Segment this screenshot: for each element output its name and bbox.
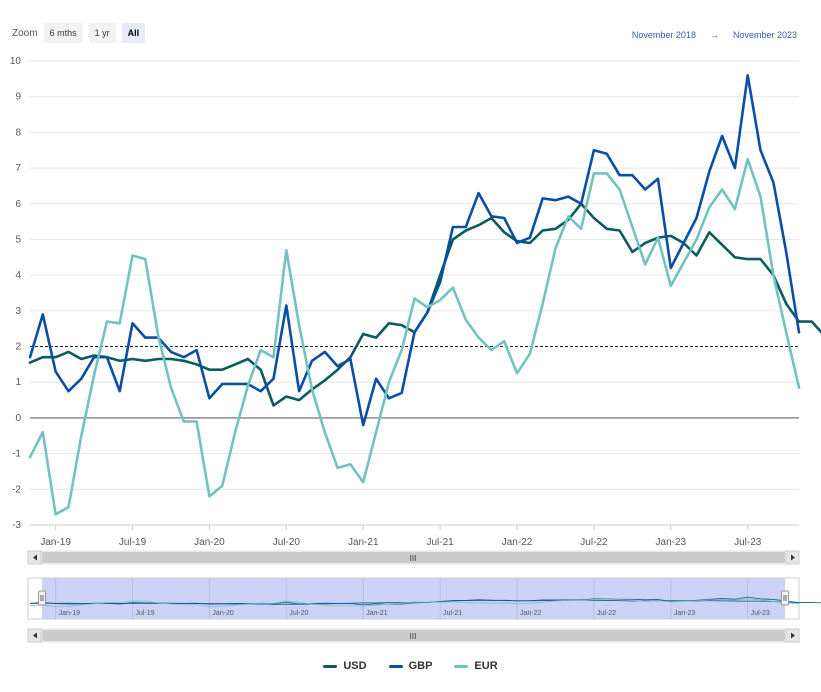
main-scrollbar-right-arrow-icon — [791, 554, 795, 561]
y-tick-label: 5 — [15, 234, 21, 245]
y-tick-label: 6 — [15, 199, 21, 210]
navigator-tick-label: Jan-23 — [674, 610, 696, 617]
y-tick-label: -3 — [12, 520, 21, 531]
navigator-tick-label: Jul-22 — [597, 610, 616, 617]
range-arrow-icon: → — [709, 30, 719, 40]
y-tick-label: 3 — [15, 306, 21, 317]
navigator-tick-label: Jan-19 — [59, 610, 81, 617]
navigator-selected-range[interactable] — [42, 578, 785, 619]
y-tick-label: 0 — [15, 413, 21, 424]
y-tick-label: 2 — [15, 342, 21, 353]
navigator-scrollbar-right-arrow-icon — [791, 632, 795, 639]
y-tick-label: 8 — [15, 127, 21, 138]
x-tick-label: Jul-22 — [580, 537, 608, 548]
navigator-tick-label: Jan-22 — [520, 610, 542, 617]
x-tick-label: Jan-22 — [502, 537, 533, 548]
x-tick-label: Jul-20 — [273, 537, 301, 548]
legend-swatch-eur — [454, 664, 469, 668]
x-tick-label: Jan-23 — [656, 537, 687, 548]
x-tick-label: Jul-19 — [119, 537, 147, 548]
x-tick-label: Jul-23 — [734, 537, 762, 548]
x-tick-label: Jan-20 — [194, 537, 225, 548]
navigator-left-handle[interactable] — [38, 590, 46, 606]
y-tick-label: 9 — [15, 92, 21, 103]
range-to-date[interactable]: November 2023 — [732, 30, 797, 40]
navigator-scrollbar-left-arrow-icon — [33, 632, 37, 639]
navigator-series-line-eur — [29, 598, 800, 608]
legend-item-usd[interactable]: USD — [323, 660, 367, 672]
zoom-6-months-button[interactable]: 6 mths — [43, 23, 83, 43]
zoom-bar: Zoom 6 mths 1 yr All — [12, 22, 146, 44]
legend-item-gbp[interactable]: GBP — [388, 660, 433, 672]
zoom-label: Zoom — [12, 27, 38, 39]
x-tick-label: Jan-21 — [348, 537, 379, 548]
legend-label-gbp: GBP — [408, 660, 433, 672]
zoom-1-year-button[interactable]: 1 yr — [88, 23, 116, 43]
navigator-tick-label: Jan-21 — [366, 610, 388, 617]
navigator-scrollbar-thumb[interactable] — [42, 630, 785, 641]
y-tick-label: 10 — [10, 56, 22, 67]
navigator-tick-label: Jan-20 — [212, 610, 234, 617]
x-tick-label: Jan-19 — [40, 537, 71, 548]
legend-label-usd: USD — [343, 660, 367, 672]
navigator-tick-label: Jul-20 — [289, 610, 308, 617]
navigator-right-handle[interactable] — [781, 590, 789, 606]
legend-item-eur[interactable]: EUR — [454, 660, 498, 672]
series-line-eur[interactable] — [28, 157, 801, 516]
x-tick-label: Jul-21 — [427, 537, 455, 548]
navigator-tick-label: Jul-19 — [136, 610, 155, 617]
legend-swatch-usd — [323, 664, 338, 668]
main-scrollbar-left-arrow-icon — [33, 554, 37, 561]
navigator-tick-label: Jul-23 — [751, 610, 770, 617]
navigator-scrollbar-grip-icon: III — [410, 632, 417, 641]
navigator-tick-label: Jul-21 — [443, 610, 462, 617]
legend-swatch-gbp — [388, 664, 403, 668]
y-tick-label: -1 — [12, 449, 21, 460]
date-range: November 2018 → November 2023 — [632, 30, 797, 40]
y-tick-label: -2 — [12, 484, 21, 495]
zoom-all-button[interactable]: All — [121, 23, 146, 43]
main-scrollbar-grip-icon: III — [410, 554, 417, 563]
y-tick-label: 7 — [15, 163, 21, 174]
chart-legend: USD GBP EUR — [0, 660, 821, 672]
series-line-gbp[interactable] — [28, 74, 801, 427]
y-tick-label: 1 — [15, 377, 21, 388]
y-tick-label: 4 — [15, 270, 21, 281]
range-from-date[interactable]: November 2018 — [631, 30, 696, 40]
main-scrollbar-thumb[interactable] — [42, 552, 785, 563]
legend-label-eur: EUR — [474, 660, 498, 672]
